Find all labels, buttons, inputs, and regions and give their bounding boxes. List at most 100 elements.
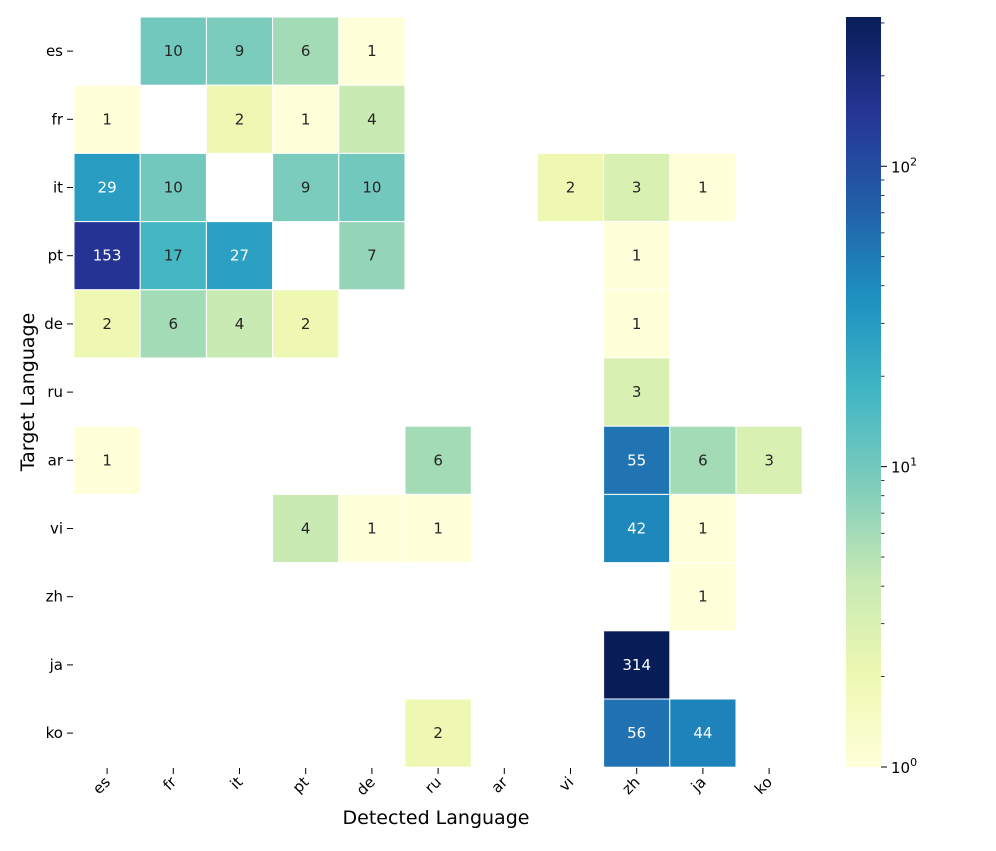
- heatmap-cell: [338, 152, 406, 223]
- cell-value-label: 4: [235, 315, 245, 333]
- cell-value-label: 1: [367, 42, 377, 60]
- colorbar-tick-label: 102: [891, 155, 917, 176]
- cell-value-label: 1: [632, 247, 642, 265]
- heatmap-cell: [139, 152, 207, 223]
- x-tick-label: it: [226, 773, 246, 793]
- colorbar-tick-label: 101: [891, 456, 917, 477]
- cell-value-label: 29: [98, 179, 117, 197]
- cell-value-label: 1: [367, 520, 377, 538]
- cell-value-label: 6: [698, 451, 708, 469]
- y-tick-label: vi: [50, 520, 63, 538]
- x-tick-label: de: [353, 773, 379, 799]
- y-tick-label: pt: [48, 247, 64, 265]
- cell-value-label: 1: [433, 520, 443, 538]
- x-axis-label: Detected Language: [343, 807, 530, 829]
- cell-value-label: 1: [102, 451, 112, 469]
- cell-value-label: 6: [301, 42, 311, 60]
- x-tick-label: ar: [488, 773, 512, 797]
- x-axis-ticks: es fr it pt de ru ar vi zh ja ko: [89, 768, 776, 799]
- heatmap-cell: [603, 698, 671, 768]
- heatmap-cell: [205, 289, 274, 359]
- heatmap-cell: [669, 152, 737, 223]
- y-tick-label: es: [46, 42, 63, 60]
- x-tick-label: vi: [555, 773, 577, 795]
- heatmap-cell: [73, 425, 141, 495]
- cell-value-label: 1: [698, 179, 708, 197]
- y-tick-label: ja: [49, 656, 63, 674]
- y-tick-label: ar: [48, 451, 64, 469]
- heatmap-cell: [73, 289, 141, 359]
- x-tick-label: ko: [751, 773, 776, 798]
- heatmap-cell: [669, 493, 737, 564]
- heatmap-cell: [139, 289, 207, 359]
- y-tick-label: fr: [52, 110, 64, 128]
- heatmap-cell: [603, 630, 671, 700]
- cell-value-label: 1: [698, 588, 708, 606]
- colorbar: 100 101 102: [846, 17, 917, 777]
- cell-value-label: 153: [93, 247, 122, 265]
- cell-value-label: 3: [632, 179, 642, 197]
- cell-value-label: 3: [764, 451, 774, 469]
- y-tick-label: ru: [47, 383, 63, 401]
- y-tick-label: de: [44, 315, 63, 333]
- cell-value-label: 42: [627, 520, 646, 538]
- cell-value-label: 3: [632, 383, 642, 401]
- heatmap-cell: [603, 357, 671, 427]
- x-tick-label: es: [89, 773, 114, 798]
- x-tick-label: zh: [619, 773, 644, 798]
- cell-value-label: 56: [627, 724, 646, 742]
- y-tick-label: zh: [46, 588, 63, 606]
- heatmap-cell: [338, 16, 406, 86]
- cell-value-label: 1: [102, 110, 112, 128]
- cell-value-label: 6: [433, 451, 443, 469]
- x-tick-label: fr: [159, 773, 180, 794]
- cell-value-label: 6: [169, 315, 179, 333]
- heatmap-cell: [536, 152, 605, 223]
- heatmap-cell: [73, 221, 141, 291]
- cell-value-label: 4: [301, 520, 311, 538]
- colorbar-gradient: [846, 17, 881, 767]
- cell-value-label: 1: [301, 110, 311, 128]
- x-tick-label: ru: [421, 773, 445, 797]
- cell-value-label: 2: [301, 315, 311, 333]
- x-tick-label: pt: [289, 773, 313, 797]
- cell-value-label: 4: [367, 110, 377, 128]
- heatmap-cell: [603, 289, 671, 359]
- y-axis-ticks: es fr it pt de ru ar vi zh ja ko: [44, 42, 73, 742]
- y-axis-label: Target Language: [17, 313, 39, 473]
- heatmap-cell: [272, 16, 340, 86]
- heatmap-cell: [272, 289, 340, 359]
- cell-value-label: 27: [230, 247, 249, 265]
- cell-value-label: 2: [102, 315, 112, 333]
- cell-value-label: 10: [164, 179, 183, 197]
- heatmap-cell: [404, 698, 472, 768]
- heatmap-cell: [669, 698, 737, 768]
- heatmap-cell: [404, 425, 472, 495]
- heatmap-cell: [603, 221, 671, 291]
- cell-value-label: 2: [433, 724, 443, 742]
- cell-value-label: 10: [164, 42, 183, 60]
- heatmap-cell: [139, 16, 207, 86]
- heatmap-cell: [338, 221, 406, 291]
- heatmap-cell: [603, 152, 671, 223]
- heatmap-cell: [205, 84, 274, 154]
- heatmap-cell: [735, 425, 803, 495]
- cell-value-label: 10: [362, 179, 381, 197]
- cell-value-label: 7: [367, 247, 377, 265]
- cell-value-label: 9: [301, 179, 311, 197]
- y-tick-label: it: [53, 179, 63, 197]
- cell-value-label: 2: [566, 179, 576, 197]
- cell-value-label: 314: [622, 656, 651, 674]
- colorbar-tick-label: 100: [891, 756, 917, 777]
- cell-value-label: 2: [235, 110, 245, 128]
- x-tick-label: ja: [687, 773, 710, 796]
- heatmap-cell: [603, 493, 671, 564]
- heatmap-cell: [669, 562, 737, 632]
- cell-value-label: 1: [632, 315, 642, 333]
- cell-value-label: 44: [693, 724, 712, 742]
- heatmap-cell: [404, 493, 472, 564]
- heatmap-cell: [338, 84, 406, 154]
